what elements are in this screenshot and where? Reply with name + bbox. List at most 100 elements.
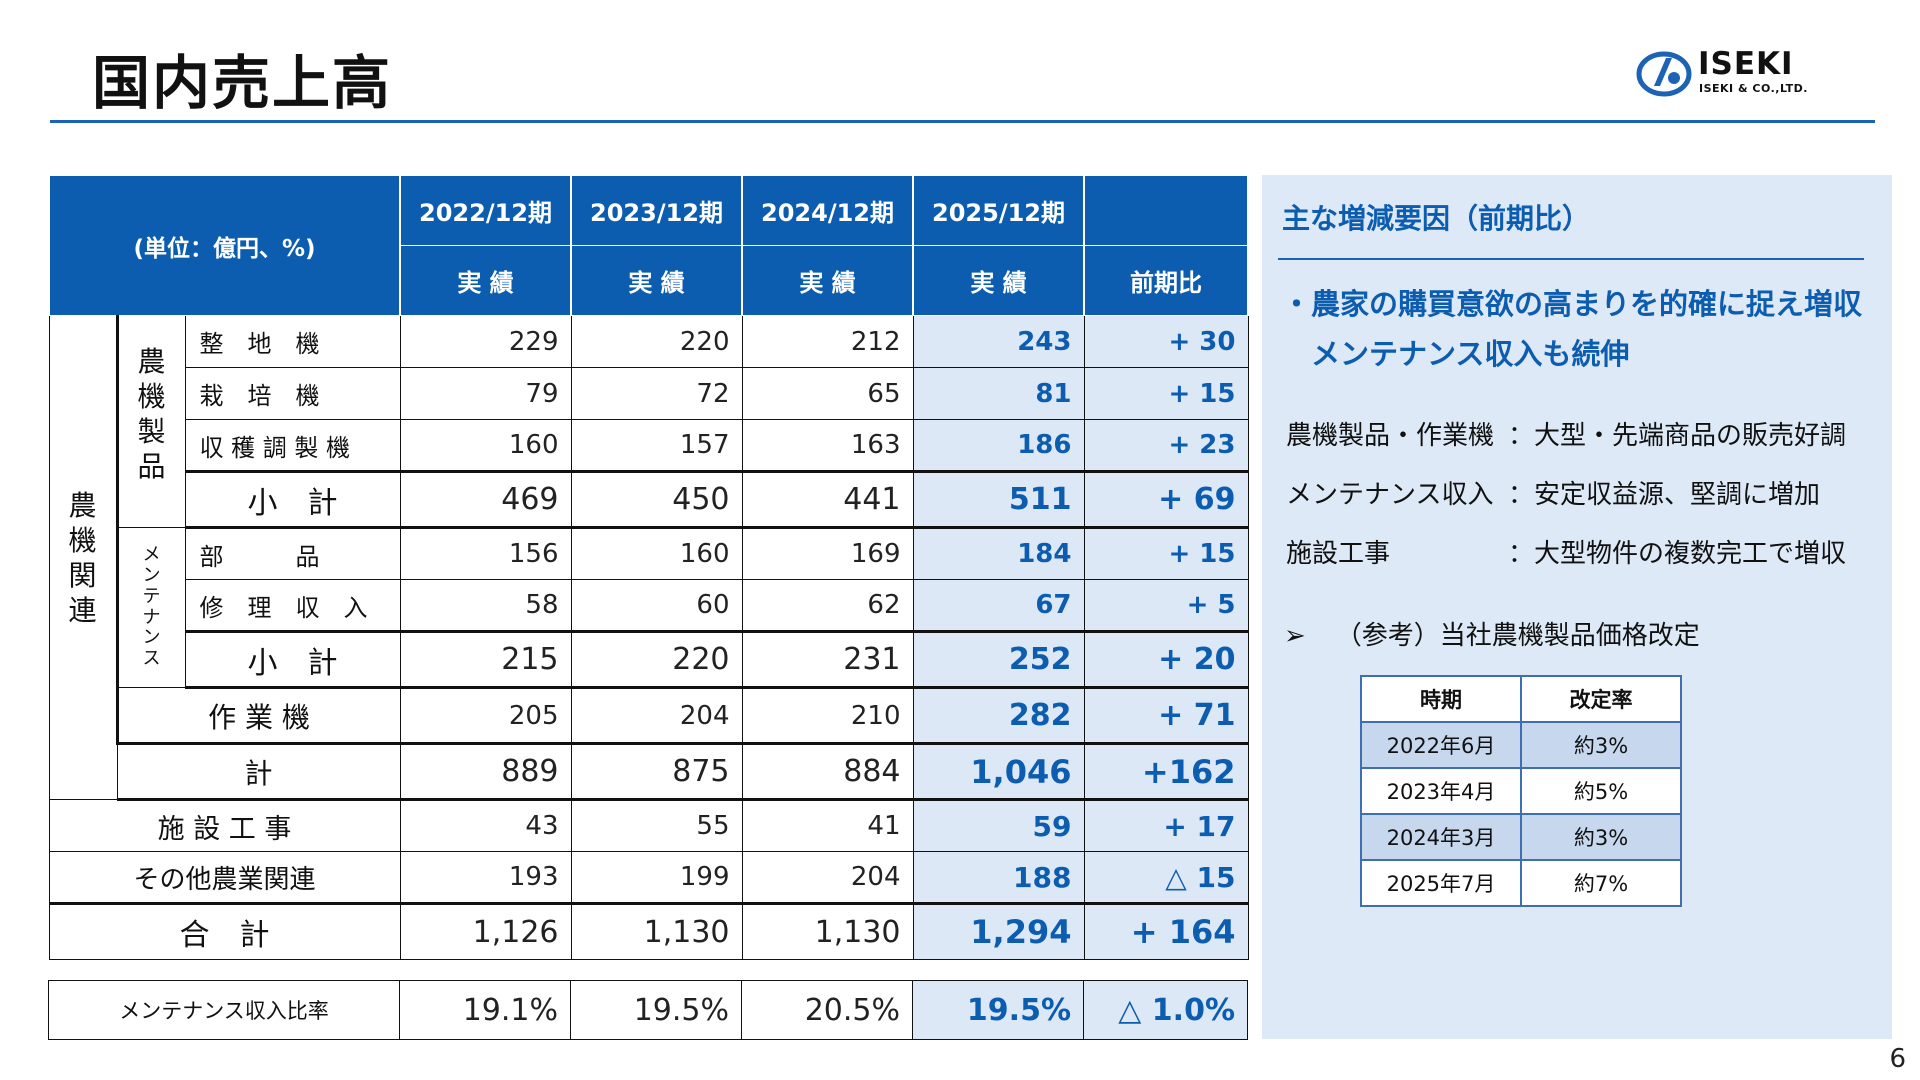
cell: 62 (741, 579, 914, 632)
factor-item: 農機製品・作業機 ：大型・先端商品の販売好調 (1286, 421, 1847, 451)
column-header: 時期 (1360, 675, 1522, 723)
table-row: 作 業 機 205 204 210 282 + 71 (49, 687, 1249, 745)
cell: 2024年3月 (1360, 813, 1522, 861)
cell: 19.5% (570, 980, 742, 1040)
cell: 1,130 (570, 903, 743, 960)
row-label: 修 理 収 入 (184, 579, 401, 632)
cell-yoy: △ 15 (1083, 851, 1249, 905)
table-row: その他農業関連 193 199 204 188 △ 15 (48, 851, 1249, 905)
factor-item: メンテナンス収入 ：安定収益源、堅調に増加 (1286, 480, 1821, 510)
cell: 1,126 (399, 903, 572, 960)
year-header-2022: 2022/12期 (399, 175, 572, 246)
actual-header: 実 績 (741, 245, 914, 316)
year-header-2025: 2025/12期 (912, 175, 1085, 246)
table-row: メンテナンス収入比率 19.1% 19.5% 20.5% 19.5% △ 1.0… (48, 980, 1248, 1040)
table-row-total: 計 889 875 884 1,046 +162 (49, 743, 1249, 801)
title-divider (50, 120, 1875, 123)
cell: 156 (399, 527, 572, 580)
cell: 231 (741, 630, 914, 689)
cell-yoy: + 5 (1083, 579, 1249, 632)
cell-current: 59 (912, 799, 1085, 852)
cell-current: 1,046 (912, 743, 1085, 801)
cell-current: 243 (912, 315, 1085, 368)
cell: 450 (570, 470, 743, 529)
sales-table: (単位：億円、%) 2022/12期 2023/12期 2024/12期 202… (48, 175, 1249, 960)
table-row-grand-total: 合 計 1,126 1,130 1,130 1,294 + 164 (48, 903, 1249, 960)
group-label-nouki: 農機関連 (48, 315, 118, 800)
page-number: 6 (1889, 1044, 1906, 1074)
row-label: 部 品 (184, 527, 401, 580)
maintenance-ratio-table: メンテナンス収入比率 19.1% 19.5% 20.5% 19.5% △ 1.0… (48, 980, 1248, 1040)
cell: 220 (570, 315, 743, 368)
cell: 43 (399, 799, 572, 852)
cell-current: 188 (912, 851, 1085, 905)
cell: 1,130 (741, 903, 914, 960)
cell-yoy: + 20 (1083, 630, 1249, 689)
table-row: 農機関連 農機製品 整 地 機 229 220 212 243 + 30 (48, 315, 1249, 800)
cell: 2022年6月 (1360, 721, 1522, 769)
cell: 79 (399, 367, 572, 420)
cell: 2025年7月 (1360, 859, 1522, 907)
row-label: その他農業関連 (48, 851, 401, 905)
panel-heading: 主な増減要因（前期比） (1282, 202, 1591, 235)
cell: 210 (741, 687, 914, 745)
actual-header: 実 績 (912, 245, 1085, 316)
cell: 169 (741, 527, 914, 580)
cell: 204 (570, 687, 743, 745)
cell-yoy: + 15 (1083, 527, 1249, 580)
cell-current: 511 (912, 470, 1085, 529)
page-title: 国内売上高 (92, 49, 393, 117)
table-row: 栽 培 機 79 72 65 81 + 15 (49, 367, 1249, 420)
unit-header: (単位：億円、%) (48, 175, 401, 316)
cell-yoy: + 23 (1083, 419, 1249, 472)
actual-header: 実 績 (399, 245, 572, 316)
cell-current: 252 (912, 630, 1085, 689)
cell: 204 (741, 851, 914, 905)
logo-subtitle: ISEKI & CO.,LTD. (1699, 82, 1808, 95)
yoy-header-blank (1083, 175, 1249, 246)
year-header-2024: 2024/12期 (741, 175, 914, 246)
row-label: 整 地 機 (184, 315, 401, 368)
cell: 193 (399, 851, 572, 905)
cell-current: 184 (912, 527, 1085, 580)
row-label: 収 穫 調 製 機 (184, 419, 401, 472)
cell-yoy: +162 (1083, 743, 1249, 801)
column-header: 改定率 (1520, 675, 1682, 723)
group-label-maintenance: メンテナンス (115, 527, 186, 688)
table-row: 修 理 収 入 58 60 62 67 + 5 (49, 579, 1249, 632)
table-row: 2025年7月 約7% (1360, 859, 1682, 907)
row-label: 合 計 (48, 903, 401, 960)
cell: 58 (399, 579, 572, 632)
iseki-logo-icon (1636, 51, 1692, 97)
cell: 55 (570, 799, 743, 852)
row-label: 小 計 (184, 630, 401, 689)
group-label-products: 農機製品 (115, 315, 186, 528)
actual-header: 実 績 (570, 245, 743, 316)
cell-yoy: + 164 (1083, 903, 1249, 960)
cell-yoy: △ 1.0% (1083, 980, 1248, 1040)
cell-current: 282 (912, 687, 1085, 745)
cell: 72 (570, 367, 743, 420)
table-row: 2022年6月 約3% (1360, 721, 1682, 769)
row-label: 作 業 機 (115, 687, 401, 745)
cell: 約3% (1520, 813, 1682, 861)
row-label: 計 (117, 743, 401, 801)
table-row-subtotal: 小 計 469 450 441 511 + 69 (49, 470, 1249, 529)
factor-item: 施設工事 ：大型物件の複数完工で増収 (1286, 539, 1847, 569)
row-label: 栽 培 機 (184, 367, 401, 420)
panel-divider (1278, 258, 1864, 260)
cell: 157 (570, 419, 743, 472)
reference-note: ➢ （参考）当社農機製品価格改定 (1284, 621, 1700, 651)
logo-name: ISEKI (1698, 46, 1794, 82)
cell: 約3% (1520, 721, 1682, 769)
table-row: 2023年4月 約5% (1360, 767, 1682, 815)
factors-panel: 主な増減要因（前期比） ・農家の購買意欲の高まりを的確に捉え増収 メンテナンス収… (1262, 175, 1892, 1039)
cell: 160 (570, 527, 743, 580)
cell: 229 (399, 315, 572, 368)
cell-current: 67 (912, 579, 1085, 632)
cell-yoy: + 69 (1083, 470, 1249, 529)
year-header-2023: 2023/12期 (570, 175, 743, 246)
cell-current: 1,294 (912, 903, 1085, 960)
panel-headline: ・農家の購買意欲の高まりを的確に捉え増収 メンテナンス収入も続伸 (1282, 287, 1863, 371)
cell: 205 (399, 687, 572, 745)
